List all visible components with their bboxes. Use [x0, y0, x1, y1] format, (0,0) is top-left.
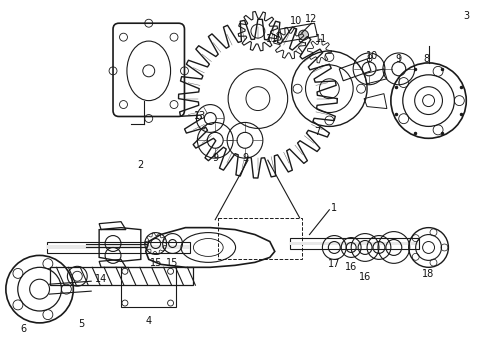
Text: 3: 3 [463, 11, 469, 21]
Bar [290, 238, 418, 249]
Text: 12: 12 [305, 14, 318, 24]
Text: 16: 16 [345, 262, 357, 272]
Text: 10: 10 [366, 51, 378, 61]
Text: 7: 7 [314, 127, 320, 138]
Text: 18: 18 [422, 269, 435, 279]
Text: 1: 1 [331, 203, 338, 213]
Circle shape [298, 30, 309, 40]
Text: 10: 10 [290, 16, 302, 26]
Text: 6: 6 [21, 324, 27, 334]
Text: 17: 17 [328, 259, 341, 269]
Bar [47, 246, 191, 249]
Text: 2: 2 [138, 160, 144, 170]
Text: 9: 9 [396, 54, 402, 64]
Text: 16: 16 [359, 272, 371, 282]
Text: 9: 9 [366, 54, 372, 64]
Text: 11: 11 [315, 34, 327, 44]
Text: 5: 5 [78, 319, 84, 329]
Text: 15: 15 [149, 258, 162, 268]
Bar [47, 242, 191, 253]
Text: 15: 15 [167, 258, 179, 268]
Text: 13: 13 [194, 111, 206, 121]
Text: 4: 4 [146, 316, 152, 326]
Bar [49, 267, 194, 285]
Text: 11: 11 [266, 34, 278, 44]
Bar [121, 267, 175, 307]
Text: 14: 14 [95, 274, 107, 284]
Text: 8: 8 [423, 54, 430, 64]
Bar [290, 242, 418, 246]
Text: 9: 9 [242, 153, 248, 163]
Text: 9: 9 [212, 153, 218, 163]
